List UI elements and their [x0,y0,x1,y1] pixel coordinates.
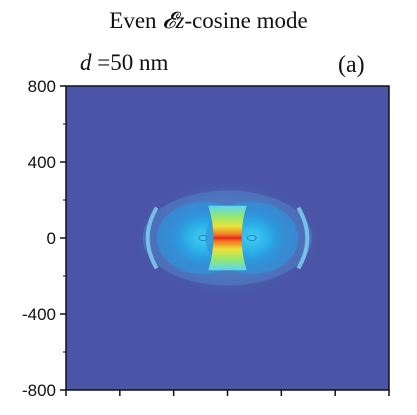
y-tick-label: -800 [22,381,56,400]
thickness-annotation: d =50 nm [80,50,168,76]
side-arc [145,206,159,270]
lobe-core-contour [246,234,257,242]
y-tick-label: 0 [47,229,56,248]
title-suffix: -cosine mode [184,8,308,33]
plot-area [66,86,389,390]
title-prefix: Even [109,8,163,33]
y-tick-label: -400 [22,305,56,324]
y-tick-label: 400 [28,153,56,172]
thickness-value: =50 nm [91,50,169,75]
panel-label: (a) [338,52,365,78]
axes: 800 400 0 -400 -800 [22,77,390,400]
side-arc [296,206,310,270]
y-tick-label: 800 [28,77,56,96]
thickness-variable: d [80,50,92,75]
title-field-subscript: z [175,8,185,33]
title-field-symbol: 𝓔 [162,8,176,33]
central-peak-band [208,205,247,271]
chart-title: Even 𝓔z-cosine mode [0,8,417,34]
